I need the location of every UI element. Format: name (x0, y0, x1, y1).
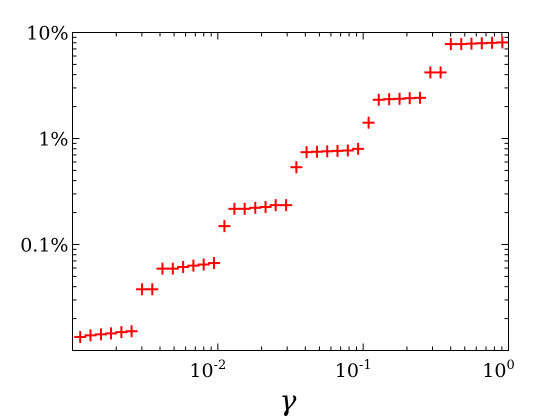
data-point (166, 262, 179, 275)
x-axis-title: γ (280, 384, 297, 417)
data-point (218, 220, 231, 233)
plot-frame (72, 32, 509, 351)
data-point (352, 142, 365, 155)
data-point (156, 262, 169, 275)
data-point (94, 328, 107, 341)
data-point (496, 36, 509, 49)
data-point (280, 199, 293, 212)
data-point (104, 327, 117, 340)
x-tick-label: 10-1 (335, 358, 372, 382)
data-point (269, 199, 282, 212)
x-tick-label: 10-2 (189, 358, 226, 382)
data-point (383, 93, 396, 106)
data-point (84, 329, 97, 342)
data-point (187, 259, 200, 272)
data-point (455, 38, 468, 51)
data-point (115, 326, 128, 339)
data-point (125, 325, 138, 338)
data-point (486, 36, 499, 49)
data-point (177, 260, 190, 273)
data-point (372, 93, 385, 106)
data-point (136, 283, 149, 296)
points-layer (74, 36, 509, 344)
data-point (362, 116, 375, 129)
x-tick-label: 100 (482, 358, 514, 382)
data-point (310, 145, 323, 158)
data-point (475, 37, 488, 50)
ticks-layer (72, 32, 509, 351)
data-point (444, 38, 457, 51)
data-point (300, 146, 313, 159)
data-point (146, 283, 159, 296)
data-point (403, 92, 416, 105)
data-point (238, 202, 251, 215)
data-point (259, 200, 272, 213)
y-tick-label: 1% (38, 129, 68, 151)
data-point (434, 66, 447, 79)
data-point (228, 202, 241, 215)
data-point (321, 145, 334, 158)
data-point (465, 37, 478, 50)
data-point (207, 257, 220, 270)
data-point (413, 91, 426, 104)
data-point (74, 331, 87, 344)
data-point (424, 66, 437, 79)
y-tick-label: 0.1% (20, 235, 68, 257)
data-point (290, 161, 303, 174)
data-point (393, 92, 406, 105)
labels-layer: 10-2 10-1 100 0.1% 1% 10% (20, 23, 515, 383)
data-point (249, 201, 262, 214)
data-point (331, 144, 344, 157)
y-tick-label: 10% (26, 23, 68, 45)
data-point (341, 144, 354, 157)
data-point (197, 258, 210, 271)
